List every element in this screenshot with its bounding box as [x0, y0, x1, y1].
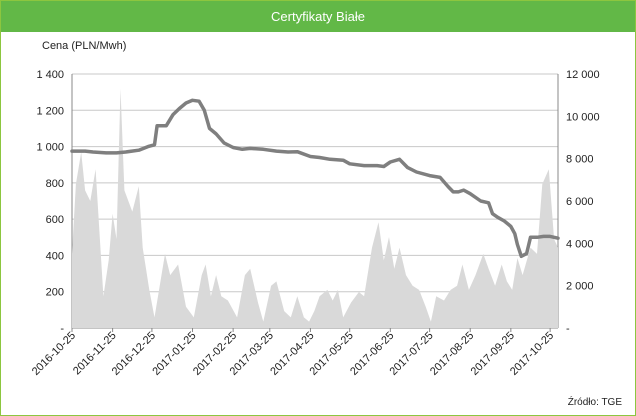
price-point	[329, 158, 331, 161]
price-point	[439, 176, 441, 179]
volume-area	[72, 88, 558, 328]
price-point	[487, 202, 490, 204]
y2-tick-label: 2 000	[566, 281, 594, 293]
price-point	[457, 191, 460, 193]
volume-area-series	[72, 88, 558, 328]
y2-tick-label: 8 000	[566, 154, 594, 166]
price-point	[376, 164, 379, 167]
y-axis-left: - 200 400 600 800 1 000 1 200 1 400	[36, 69, 64, 335]
price-point	[296, 150, 299, 153]
price-point	[208, 127, 211, 130]
price-point	[203, 109, 206, 112]
price-line-series	[70, 98, 560, 259]
price-point	[503, 220, 506, 222]
x-axis: 2016-10-252016-11-252016-12-252017-01-25…	[30, 328, 556, 378]
y2-tick-label: -	[566, 323, 570, 335]
price-point	[363, 164, 365, 167]
price-point	[342, 159, 345, 161]
price-point	[529, 236, 532, 239]
price-point	[536, 236, 538, 239]
y-tick-label: 200	[46, 287, 64, 299]
source-note: Źródło: TGE	[568, 395, 623, 408]
y2-tick-label: 10 000	[566, 111, 600, 123]
y-tick-label: 1 400	[36, 69, 64, 81]
price-point	[318, 156, 321, 159]
price-point	[191, 99, 194, 102]
price-point	[469, 192, 472, 195]
price-point	[138, 149, 140, 151]
price-point	[147, 145, 149, 148]
price-point	[383, 165, 385, 168]
price-point	[428, 174, 431, 177]
y-tick-label: -	[60, 323, 64, 335]
price-point	[479, 200, 482, 202]
price-point	[520, 255, 523, 258]
price-point	[84, 150, 86, 152]
price-point	[185, 102, 187, 104]
price-point	[348, 163, 351, 165]
price-point	[172, 114, 174, 116]
price-point	[287, 151, 289, 153]
price-point	[309, 155, 312, 158]
price-point	[406, 166, 409, 169]
price-line	[70, 98, 560, 259]
x-tick-label: 2016-10-25	[30, 330, 78, 378]
price-point	[241, 148, 244, 151]
price-point	[496, 216, 499, 219]
y-tick-label: 400	[46, 250, 64, 262]
price-point	[178, 107, 181, 110]
price-point	[549, 235, 551, 238]
y-tick-label: 800	[46, 178, 64, 190]
y-tick-label: 1 200	[36, 105, 64, 117]
y-axis-right: - 2 000 4 000 6 000 8 000 10 000 12 000	[566, 69, 600, 335]
price-point	[153, 144, 156, 146]
price-point	[71, 150, 73, 152]
price-point	[415, 171, 418, 173]
price-point	[514, 232, 516, 235]
price-point	[198, 100, 200, 102]
price-point	[557, 237, 559, 239]
price-point	[124, 151, 127, 153]
price-point	[525, 252, 528, 255]
price-point	[398, 158, 401, 161]
y-tick-label: 1 000	[36, 142, 64, 154]
y-axis-label: Cena (PLN/Mwh)	[42, 40, 126, 52]
price-point	[165, 124, 168, 127]
price-point	[249, 147, 251, 150]
price-point	[262, 148, 265, 151]
price-point	[462, 189, 465, 191]
price-point	[115, 152, 118, 154]
y2-tick-label: 4 000	[566, 238, 594, 250]
price-point	[232, 146, 234, 149]
price-point	[510, 225, 512, 228]
price-point	[156, 124, 158, 127]
price-point	[452, 191, 455, 193]
price-point	[223, 142, 225, 144]
price-point	[542, 235, 545, 238]
price-point	[447, 185, 449, 188]
price-point	[275, 150, 278, 152]
price-point	[215, 133, 217, 135]
price-point	[491, 212, 494, 215]
price-point	[161, 124, 164, 127]
price-point	[105, 152, 107, 154]
price-point	[389, 161, 392, 163]
price-point	[516, 243, 519, 246]
y2-tick-label: 12 000	[566, 69, 600, 81]
y2-tick-label: 6 000	[566, 196, 594, 208]
chart-title: Certyfikaty Białe	[1, 1, 635, 32]
price-point	[92, 151, 94, 153]
y-tick-label: 600	[46, 214, 64, 226]
